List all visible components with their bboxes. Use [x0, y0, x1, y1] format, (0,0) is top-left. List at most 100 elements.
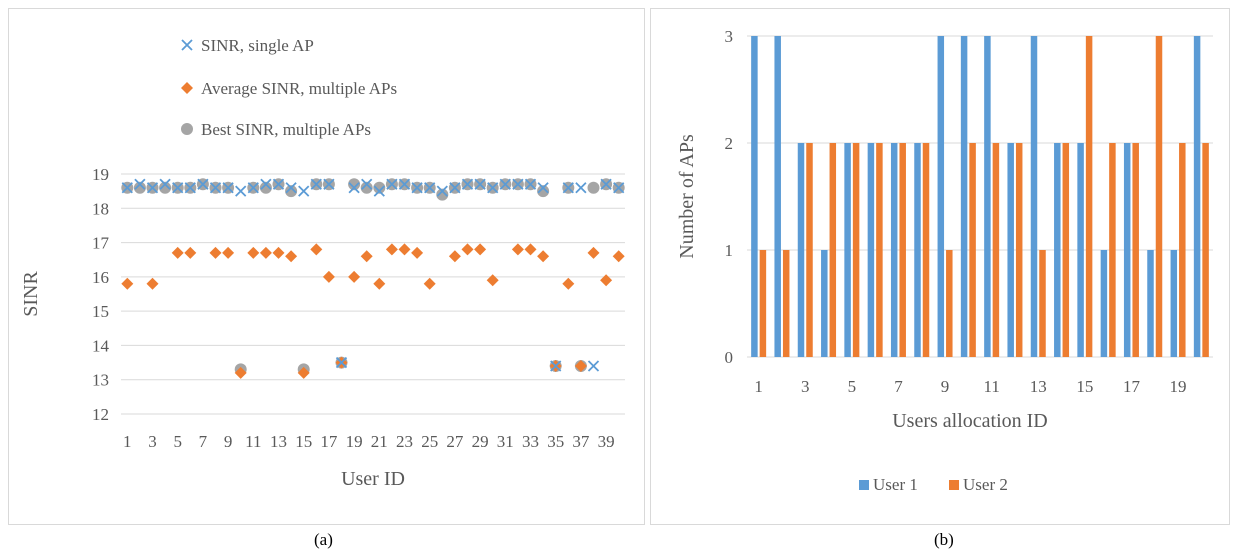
single-ap-sinr-point — [310, 178, 322, 190]
legend-marker — [181, 39, 193, 51]
x-tick-label: 11 — [245, 432, 261, 451]
single-ap-sinr-point — [146, 182, 159, 194]
x-tick-label: 27 — [446, 432, 464, 451]
average-sinr-point — [272, 246, 285, 259]
single-ap-sinr-point — [461, 178, 474, 190]
average-sinr-point — [348, 270, 361, 283]
user-1-bar — [1030, 36, 1038, 357]
average-sinr-point — [234, 366, 247, 379]
average-sinr-point — [461, 243, 474, 256]
single-ap-sinr-point — [550, 360, 562, 372]
legend-label: Best SINR, multiple APs — [201, 120, 371, 139]
user-2-bar — [1109, 143, 1116, 357]
user-2-bar — [876, 143, 883, 357]
x-tick-label: 37 — [572, 432, 590, 451]
user-1-bar — [1170, 250, 1178, 357]
y-axis-title: Number of APs — [676, 134, 698, 259]
best-sinr-point — [348, 178, 361, 191]
y-tick-label: 15 — [92, 302, 109, 321]
best-sinr-point — [436, 188, 449, 201]
legend-label: User 1 — [873, 475, 918, 494]
user-2-bar — [992, 143, 1000, 357]
average-sinr-point — [587, 246, 600, 259]
single-ap-sinr-point — [613, 182, 625, 194]
x-tick-label: 25 — [421, 432, 438, 451]
average-sinr-point — [574, 360, 587, 372]
single-ap-sinr-point — [323, 178, 335, 190]
user-1-bar — [1054, 143, 1061, 357]
single-ap-sinr-point — [361, 178, 373, 190]
x-tick-label: 7 — [894, 377, 903, 396]
average-sinr-point — [511, 243, 524, 256]
best-sinr-point — [285, 185, 298, 198]
average-sinr-point — [209, 246, 222, 259]
single-ap-sinr-point — [474, 178, 486, 190]
x-tick-label: 39 — [598, 432, 615, 451]
legend-swatch — [859, 480, 869, 490]
y-axis-title: SINR — [20, 271, 42, 317]
user-2-bar — [1179, 143, 1186, 357]
y-tick-label: 3 — [725, 27, 734, 46]
best-sinr-point — [360, 181, 373, 194]
y-tick-label: 13 — [92, 371, 109, 390]
y-tick-label: 19 — [92, 165, 109, 184]
user-1-bar — [751, 36, 758, 357]
x-tick-label: 1 — [754, 377, 763, 396]
x-tick-label: 3 — [148, 432, 157, 451]
x-tick-label: 15 — [295, 432, 312, 451]
legend-marker — [181, 82, 193, 94]
x-tick-label: 13 — [1030, 377, 1047, 396]
y-tick-label: 12 — [92, 405, 109, 424]
single-ap-sinr-point — [373, 185, 385, 197]
user-2-bar — [1015, 143, 1023, 357]
single-ap-sinr-point — [134, 178, 146, 190]
single-ap-sinr-point — [424, 182, 436, 194]
best-sinr-point — [159, 181, 172, 194]
user-1-bar — [960, 36, 968, 357]
average-sinr-point — [448, 250, 461, 263]
average-sinr-point — [373, 277, 386, 290]
x-tick-label: 11 — [983, 377, 999, 396]
single-ap-sinr-point — [260, 178, 272, 190]
user-2-bar — [1132, 143, 1139, 357]
user-1-bar — [1077, 143, 1084, 357]
single-ap-sinr-point — [172, 182, 184, 194]
single-ap-sinr-point — [512, 178, 524, 190]
single-ap-sinr-point — [562, 182, 574, 194]
x-tick-label: 31 — [497, 432, 514, 451]
x-tick-label: 5 — [173, 432, 182, 451]
user-1-bar — [1123, 143, 1131, 357]
x-tick-label: 33 — [522, 432, 539, 451]
user-2-bar — [1085, 36, 1093, 357]
user-2-bar — [946, 250, 953, 357]
average-sinr-point — [297, 366, 310, 379]
single-ap-sinr-point — [184, 182, 196, 194]
x-tick-label: 9 — [224, 432, 233, 451]
single-ap-sinr-point — [298, 185, 310, 197]
average-sinr-point — [285, 250, 298, 263]
single-ap-sinr-point — [235, 185, 247, 197]
single-ap-sinr-point — [222, 182, 234, 194]
user-2-bar — [1039, 250, 1046, 357]
legend-label: Average SINR, multiple APs — [201, 79, 397, 98]
user-2-bar — [899, 143, 906, 357]
user-1-bar — [867, 143, 875, 357]
user-1-bar — [890, 143, 898, 357]
single-ap-sinr-point — [209, 182, 222, 194]
average-sinr-point — [474, 243, 487, 256]
x-tick-label: 19 — [346, 432, 363, 451]
average-sinr-point — [121, 277, 134, 290]
y-tick-label: 16 — [92, 268, 109, 287]
best-sinr-point — [259, 181, 272, 194]
user-2-bar — [1062, 143, 1070, 357]
single-ap-sinr-point — [411, 182, 423, 194]
caption-b: (b) — [934, 530, 954, 549]
y-tick-label: 17 — [92, 234, 110, 253]
x-tick-label: 13 — [270, 432, 287, 451]
best-sinr-point — [373, 181, 386, 194]
x-tick-label: 21 — [371, 432, 388, 451]
user-1-bar — [984, 36, 991, 357]
single-ap-sinr-point — [487, 182, 499, 194]
single-ap-sinr-point — [398, 178, 411, 190]
